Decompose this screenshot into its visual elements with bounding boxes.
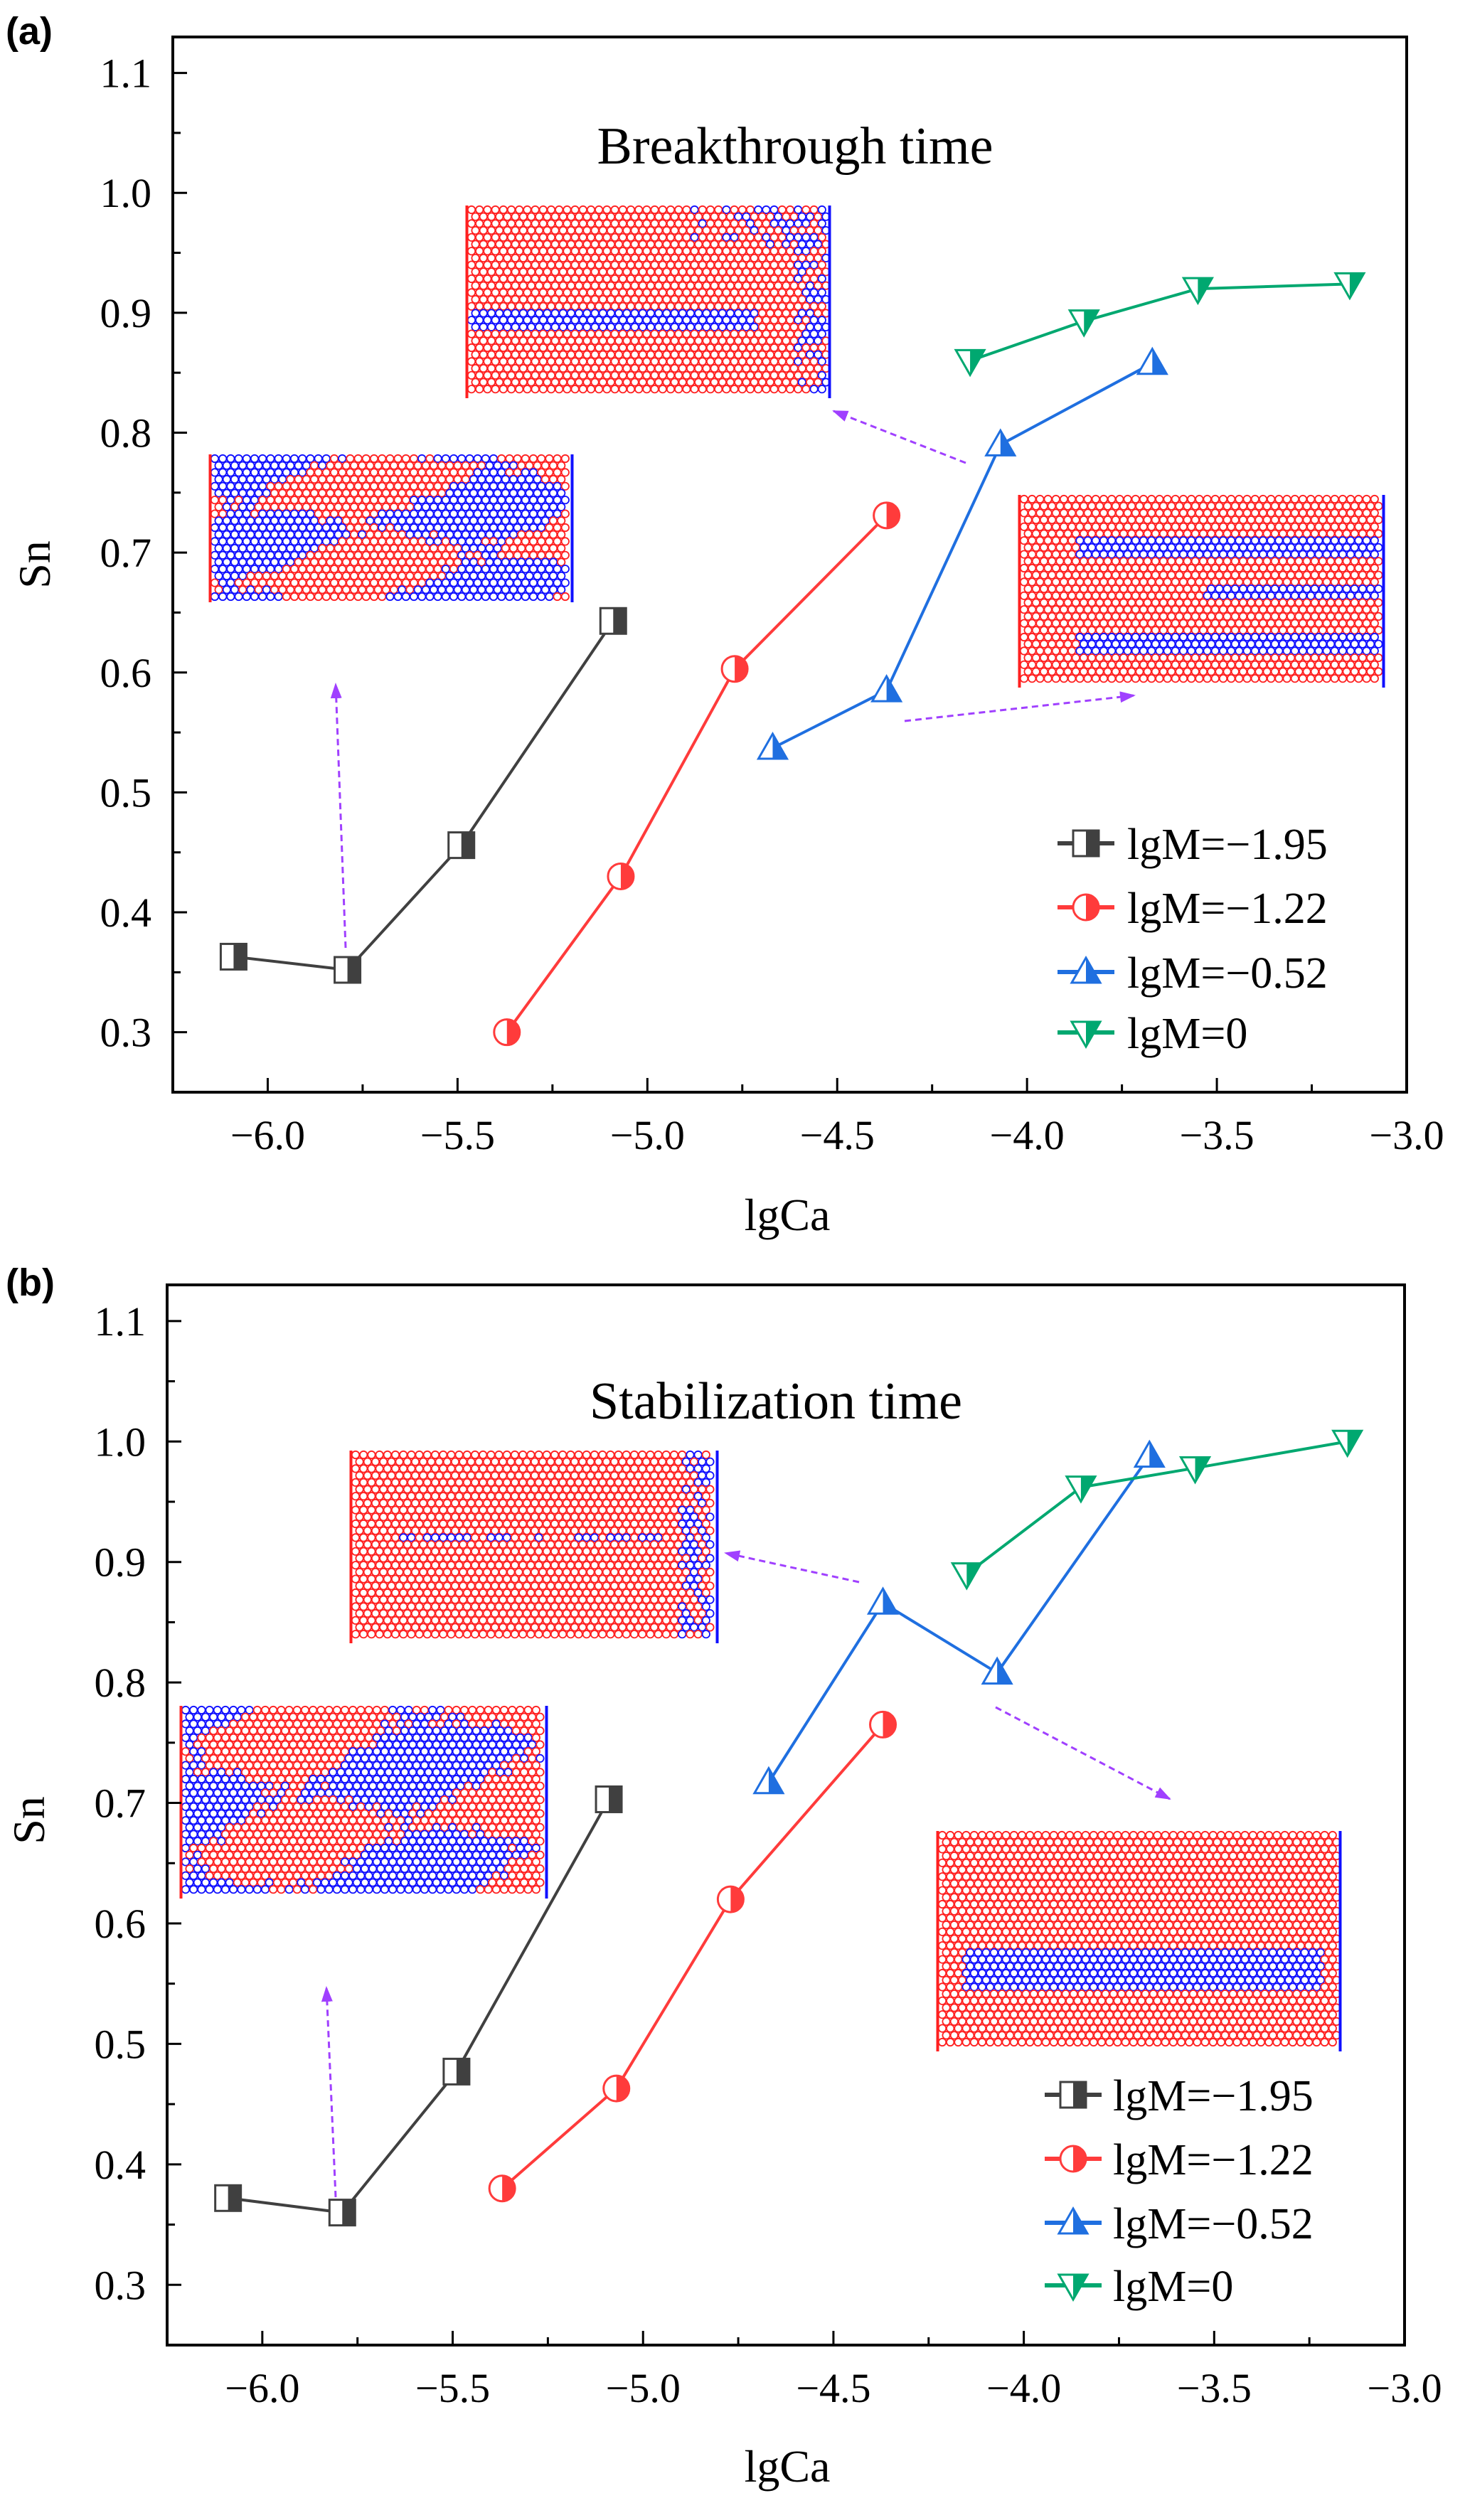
marker-fill	[506, 1019, 520, 1045]
pore	[817, 329, 826, 338]
pore	[557, 461, 566, 470]
chart-title: Breakthrough time	[597, 117, 993, 176]
data-point	[954, 348, 986, 378]
pore	[817, 233, 826, 242]
legend-label: lgM=−1.95	[1127, 821, 1328, 869]
series-line	[233, 620, 614, 972]
pore	[817, 288, 826, 297]
pore	[817, 343, 826, 353]
legend-marker	[1072, 893, 1100, 922]
y-axis-label: Sn	[9, 540, 60, 589]
legend-marker	[1072, 829, 1100, 858]
panel-b: −6.0 −5.5 −5.0 −4.5 −4.0 −3.5 −3.00.30.40.50.6…	[4, 1261, 1442, 2492]
pore	[560, 454, 570, 464]
pore	[560, 468, 570, 477]
data-point	[1333, 272, 1366, 301]
marker-fill	[613, 608, 627, 634]
data-point	[493, 1018, 521, 1047]
data-point	[756, 731, 789, 760]
x-tick-label: −5.5	[420, 1112, 495, 1158]
data-point	[984, 428, 1017, 457]
marker-fill	[1000, 430, 1015, 456]
data-point	[873, 501, 901, 530]
marker-fill	[347, 956, 361, 983]
y-tick-label: 0.9	[100, 290, 152, 336]
data-point	[599, 607, 627, 635]
x-tick-label: −3.5	[1179, 1112, 1254, 1158]
pore	[817, 357, 826, 366]
series-0	[219, 607, 627, 984]
pore-network-inset	[1018, 494, 1385, 688]
data-point	[607, 862, 635, 890]
marker-fill	[970, 350, 985, 375]
legend-label: lgM=0	[1127, 1010, 1247, 1058]
series-line	[969, 282, 1350, 363]
pore	[817, 370, 826, 380]
pore-network-inset	[208, 454, 574, 602]
pore	[817, 301, 826, 311]
y-tick-label: 0.5	[100, 769, 152, 816]
data-point	[870, 674, 903, 703]
data-point	[447, 831, 476, 860]
marker-fill	[735, 656, 748, 682]
pore-network-inset	[179, 1705, 548, 1899]
x-tick-label: −5.0	[610, 1112, 685, 1158]
pore	[817, 316, 826, 325]
x-axis-label: lgCa	[745, 1190, 831, 1240]
data-point	[1067, 309, 1100, 338]
x-tick-label: −6.0	[230, 1112, 305, 1158]
y-tick-label: 0.3	[100, 1010, 152, 1056]
marker-fill	[1152, 348, 1167, 374]
marker-fill	[620, 863, 634, 890]
marker-fill	[1086, 831, 1099, 856]
pore	[817, 274, 826, 284]
data-point	[1136, 346, 1168, 375]
y-tick-label: 0.7	[100, 530, 152, 576]
pore	[817, 260, 826, 269]
marker-fill	[1084, 310, 1099, 336]
marker-fill	[461, 832, 474, 858]
pore	[817, 219, 826, 228]
annotation-arrow	[904, 691, 1136, 722]
data-point	[219, 942, 247, 971]
annotation-arrow	[832, 410, 966, 464]
pore-network-inset	[465, 205, 831, 398]
panel-a: −6.0 −5.5 −5.0 −4.5 −4.0 −3.5 −3.0 0.3 0.4 0.5 0.6…	[6, 10, 1444, 1240]
legend-label: lgM=−0.52	[1127, 949, 1328, 998]
y-tick-label: 1.1	[100, 50, 152, 97]
data-point	[720, 655, 749, 683]
pore	[817, 247, 826, 256]
y-tick-label: 0.4	[100, 890, 152, 936]
marker-fill	[1086, 895, 1099, 920]
annotation-arrow	[330, 683, 347, 949]
marker-fill	[233, 944, 247, 970]
pore	[817, 385, 826, 394]
x-tick-label: −3.0	[1369, 1112, 1444, 1158]
x-tick-label: −4.0	[990, 1112, 1065, 1158]
marker-fill	[1349, 273, 1364, 299]
series-3	[954, 272, 1366, 378]
pore	[817, 205, 826, 215]
legend-label: lgM=−1.22	[1127, 885, 1328, 933]
pore-network-inset	[349, 1450, 719, 1643]
marker-fill	[886, 502, 900, 528]
x-tick-label: −4.5	[800, 1112, 875, 1158]
data-point	[334, 956, 362, 984]
marker-fill	[772, 734, 787, 759]
y-tick-label: 0.8	[100, 410, 152, 457]
marker-fill	[1198, 278, 1213, 304]
marker-fill	[886, 676, 901, 702]
y-tick-label: 0.6	[100, 650, 152, 696]
y-tick-label: 1.0	[100, 170, 152, 216]
panel-label: (a)	[6, 10, 53, 53]
